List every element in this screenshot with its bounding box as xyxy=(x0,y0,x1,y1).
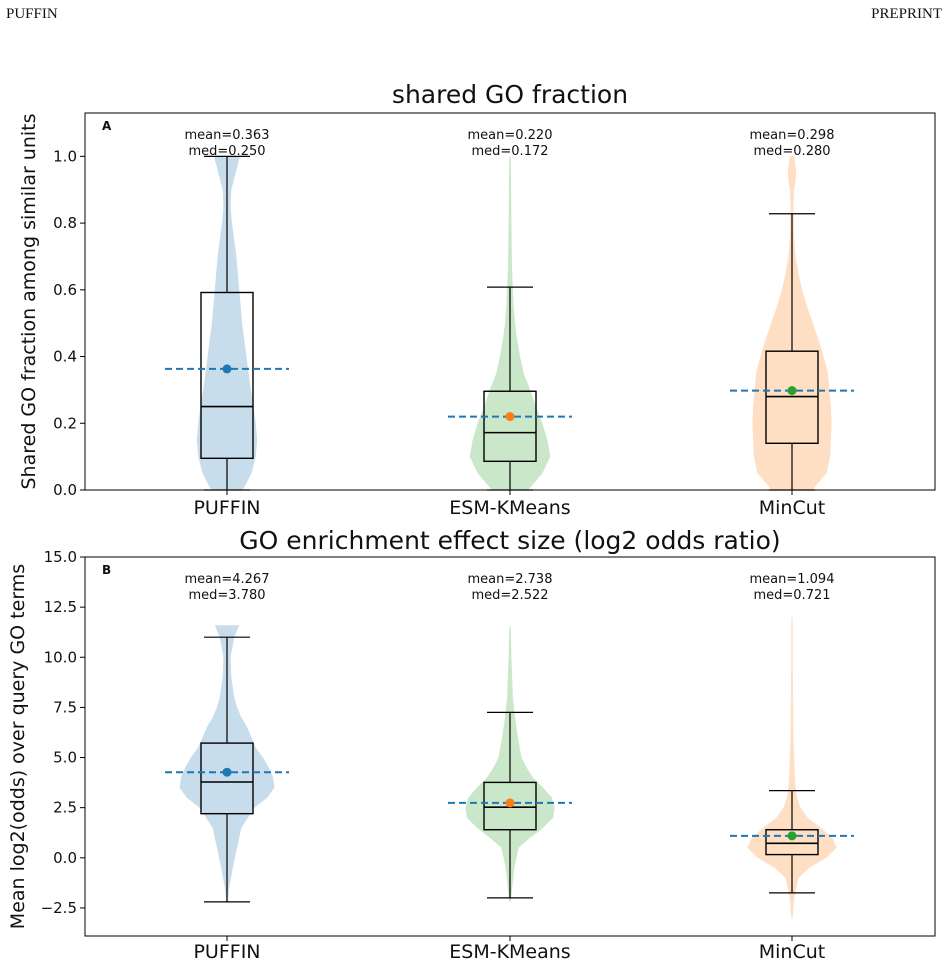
panel-letter: A xyxy=(102,119,112,133)
mean-annotation: mean=1.094 xyxy=(750,572,835,587)
mean-point xyxy=(505,798,515,808)
y-tick-label: 5.0 xyxy=(53,749,77,767)
y-axis-label: Shared GO fraction among similar units xyxy=(18,113,40,489)
y-tick-label: −2.5 xyxy=(41,899,77,917)
median-annotation: med=3.780 xyxy=(188,588,265,603)
x-tick-label: MinCut xyxy=(759,941,825,963)
mean-point xyxy=(505,412,515,422)
y-tick-label: 0.6 xyxy=(53,281,77,299)
y-axis-label: Mean log2(odds) over query GO terms xyxy=(7,564,29,929)
running-header-right: PREPRINT xyxy=(871,6,942,22)
median-annotation: med=0.721 xyxy=(753,588,830,603)
mean-annotation: mean=0.363 xyxy=(185,128,270,143)
y-tick-label: 12.5 xyxy=(44,598,77,616)
mean-annotation: mean=0.220 xyxy=(468,128,553,143)
panel-b: GO enrichment effect size (log2 odds rat… xyxy=(7,526,936,963)
x-tick-label: PUFFIN xyxy=(193,497,260,519)
mean-point xyxy=(787,831,797,841)
iqr-box xyxy=(765,829,819,856)
x-tick-label: ESM-KMeans xyxy=(449,941,570,963)
chart-title: shared GO fraction xyxy=(392,80,628,109)
running-header-left: PUFFIN xyxy=(6,6,58,22)
y-tick-label: 15.0 xyxy=(44,548,77,566)
panel-a: shared GO fraction A Shared GO fraction am… xyxy=(18,80,936,519)
chart-title: GO enrichment effect size (log2 odds rat… xyxy=(239,526,780,555)
iqr-box xyxy=(483,781,537,831)
mean-point xyxy=(222,767,232,777)
x-tick-label: MinCut xyxy=(759,497,825,519)
mean-point xyxy=(787,386,797,396)
x-tick-label: ESM-KMeans xyxy=(449,497,570,519)
y-tick-label: 0.4 xyxy=(53,348,77,366)
mean-annotation: mean=4.267 xyxy=(185,572,270,587)
median-annotation: med=0.172 xyxy=(471,144,548,159)
iqr-box xyxy=(200,742,254,815)
x-tick-label: PUFFIN xyxy=(193,941,260,963)
violin-body xyxy=(179,625,275,902)
mean-annotation: mean=0.298 xyxy=(750,128,835,143)
iqr-box xyxy=(483,390,537,463)
y-tick-label: 0.0 xyxy=(53,481,77,499)
y-tick-label: 0.8 xyxy=(53,214,77,232)
y-tick-label: 0.0 xyxy=(53,849,77,867)
y-tick-label: 1.0 xyxy=(53,147,77,165)
mean-point xyxy=(222,364,232,374)
mean-annotation: mean=2.738 xyxy=(468,572,553,587)
median-annotation: med=2.522 xyxy=(471,588,548,603)
panel-letter: B xyxy=(102,563,111,577)
y-tick-label: 7.5 xyxy=(53,698,77,716)
median-annotation: med=0.280 xyxy=(753,144,830,159)
y-tick-label: 2.5 xyxy=(53,799,77,817)
iqr-box xyxy=(200,291,254,460)
y-tick-label: 0.2 xyxy=(53,414,77,432)
median-annotation: med=0.250 xyxy=(188,144,265,159)
y-tick-label: 10.0 xyxy=(44,648,77,666)
